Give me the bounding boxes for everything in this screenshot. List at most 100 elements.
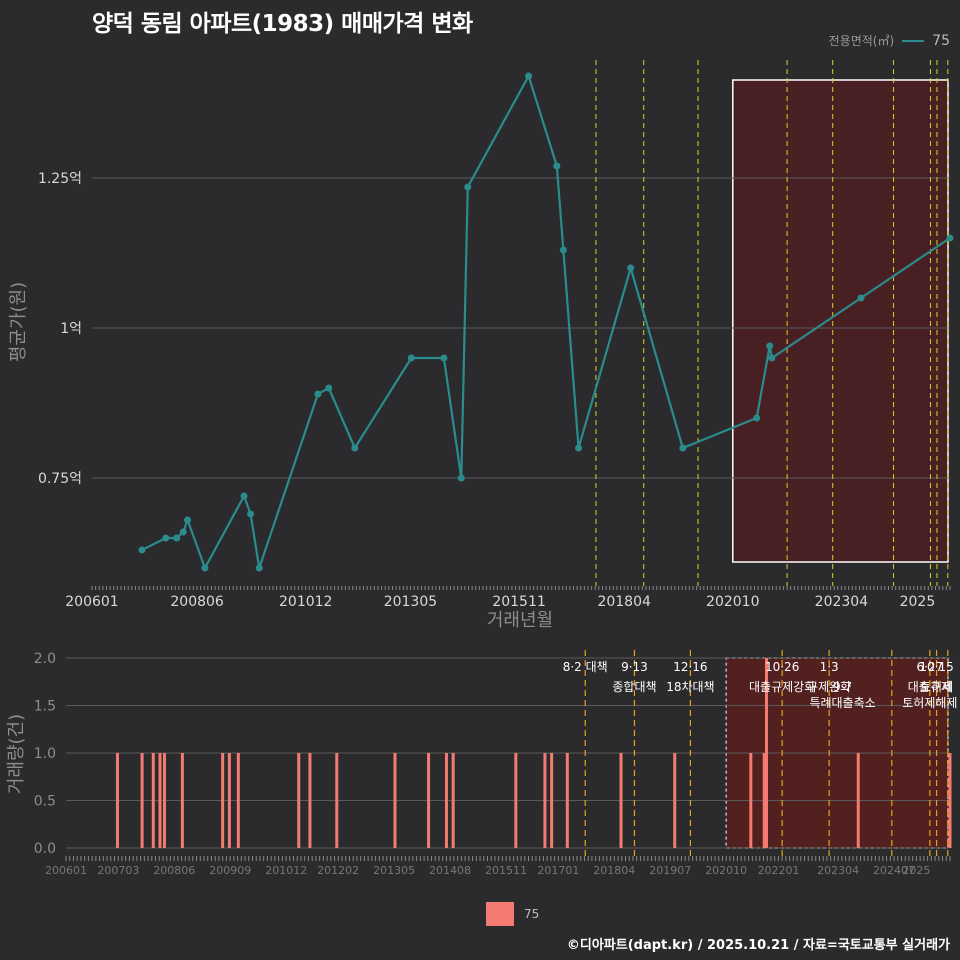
x-tick-label: 200601 xyxy=(65,594,118,610)
data-point xyxy=(179,528,187,536)
data-point xyxy=(351,444,359,452)
x-tick-label: 200806 xyxy=(170,594,224,610)
volume-bar xyxy=(151,753,155,848)
x-tick-label: 201804 xyxy=(593,864,635,877)
data-point xyxy=(857,294,865,302)
bar-legend-swatch xyxy=(486,902,514,926)
highlight-region xyxy=(732,79,949,563)
policy-annotation: 9·7 xyxy=(833,680,852,694)
data-point xyxy=(325,384,333,392)
x-tick-label: 201305 xyxy=(373,864,415,877)
policy-annotation: 규제완화 xyxy=(807,680,851,694)
policy-annotation: 10·15 xyxy=(919,660,953,674)
volume-bar xyxy=(550,753,554,848)
data-point xyxy=(173,534,181,542)
volume-chart: 0.0 0.5 1.0 1.5 2.0 200601 200703 200806 200909 2… xyxy=(6,650,957,877)
data-point xyxy=(440,354,448,362)
volume-bar xyxy=(227,753,231,848)
volume-bar xyxy=(856,753,860,848)
policy-annotation: 토허제해제 xyxy=(902,696,957,710)
data-point xyxy=(240,492,248,500)
x-tick-label: 202304 xyxy=(815,594,869,610)
volume-bar xyxy=(162,753,166,848)
y-tick-label: 0.0 xyxy=(34,841,56,857)
data-point xyxy=(407,354,415,362)
data-point xyxy=(184,516,192,524)
volume-bar xyxy=(140,753,144,848)
y-tick-label: 0.5 xyxy=(34,794,56,810)
policy-annotation: 18차대책 xyxy=(666,679,714,694)
data-point xyxy=(553,162,561,170)
volume-bar xyxy=(236,753,240,848)
x-tick-label: 201408 xyxy=(429,864,471,877)
legend-title: 전용면적(㎡) xyxy=(828,34,895,48)
x-tick-label: 201305 xyxy=(384,594,437,610)
volume-bar xyxy=(673,753,677,848)
policy-annotation: 종합대책 xyxy=(612,679,656,694)
x-tick-label: 201202 xyxy=(317,864,359,877)
data-point xyxy=(255,564,263,572)
y-tick-label: 1.0 xyxy=(34,746,56,762)
x-tick-label: 200703 xyxy=(97,864,139,877)
x-tick-label: 202010 xyxy=(706,594,759,610)
volume-bar xyxy=(297,753,301,848)
x-tick-label: 201907 xyxy=(649,864,691,877)
x-tick-label: 201511 xyxy=(485,864,527,877)
legend-series-label: 75 xyxy=(932,32,950,49)
x-tick-label: 200806 xyxy=(153,864,195,877)
price-chart: 0.75억 1억 1.25억 200601 200806 201012 201305 2015… xyxy=(8,60,954,631)
data-point xyxy=(138,546,146,554)
y-tick-label: 1.25억 xyxy=(38,171,82,187)
policy-annotation: 10·26 xyxy=(765,660,799,674)
policy-annotation: 8·2 대책 xyxy=(563,659,608,674)
x-tick-label: 201701 xyxy=(537,864,579,877)
policy-annotation: 특례대출축소 xyxy=(809,696,875,710)
policy-annotation: 6·27 xyxy=(916,660,943,674)
data-point xyxy=(946,234,954,242)
policy-annotation: 토허제 xyxy=(920,680,953,694)
volume-bar xyxy=(948,753,952,848)
x-tick-label: 202407 xyxy=(873,864,915,877)
data-point xyxy=(162,534,170,542)
data-point xyxy=(627,264,635,272)
volume-bar xyxy=(308,753,312,848)
y-tick-label: 1.5 xyxy=(34,699,56,715)
data-point xyxy=(525,72,533,80)
policy-annotation: 12·16 xyxy=(673,660,707,674)
volume-bar xyxy=(749,753,753,848)
y-axis-title: 평균가(원) xyxy=(8,282,29,362)
volume-bar xyxy=(221,753,225,848)
credit-text: ©디아파트(dapt.kr) / 2025.10.21 / 자료=국토교통부 실… xyxy=(566,938,950,953)
volume-bar xyxy=(762,753,766,848)
bar-legend: 75 xyxy=(486,902,539,926)
x-tick-label: 201012 xyxy=(279,594,332,610)
y-axis-title: 거래량(건) xyxy=(6,714,27,794)
legend: 전용면적(㎡) 75 xyxy=(829,32,950,49)
x-tick-label: 200909 xyxy=(209,864,251,877)
policy-annotation: 1·3 xyxy=(820,660,839,674)
volume-bar xyxy=(444,753,448,848)
x-tick-label: 201804 xyxy=(597,594,651,610)
x-axis-title: 거래년월 xyxy=(487,610,553,631)
x-tick-label: 201511 xyxy=(492,594,545,610)
data-point xyxy=(768,354,776,362)
data-point xyxy=(464,183,472,191)
data-point xyxy=(201,564,209,572)
data-point xyxy=(559,246,567,254)
volume-bar xyxy=(619,753,623,848)
volume-bar xyxy=(543,753,547,848)
bar-legend-label: 75 xyxy=(524,907,540,921)
policy-annotation: 9·13 xyxy=(621,660,648,674)
volume-bar xyxy=(180,753,184,848)
data-point xyxy=(575,444,583,452)
volume-bar xyxy=(451,753,455,848)
y-tick-label: 2.0 xyxy=(34,651,56,667)
x-tick-label: 202201 xyxy=(758,864,800,877)
data-point xyxy=(457,474,465,482)
chart-title: 양덕 동림 아파트(1983) 매매가격 변화 xyxy=(92,11,473,37)
x-tick-label: 201012 xyxy=(265,864,307,877)
volume-bar xyxy=(335,753,339,848)
data-point xyxy=(753,414,761,422)
data-point xyxy=(679,444,687,452)
